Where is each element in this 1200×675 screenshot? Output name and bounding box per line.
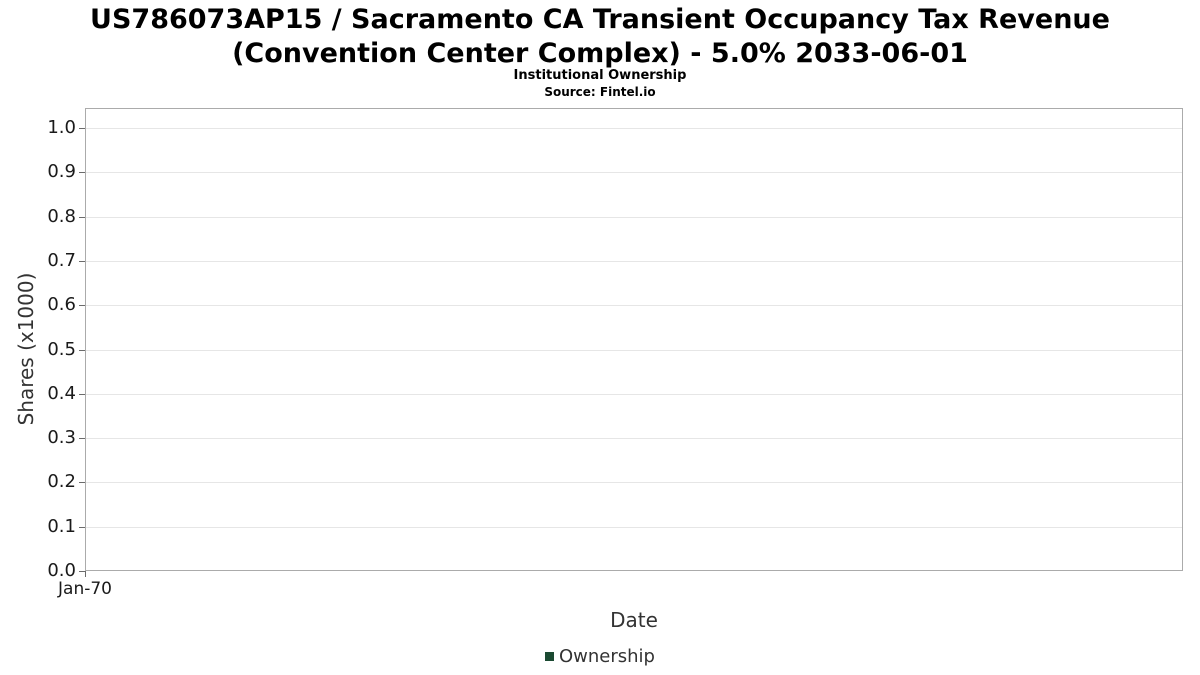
y-tick-label: 0.1 (47, 515, 76, 537)
y-tick-label: 0.3 (47, 427, 76, 449)
gridline (86, 526, 1182, 528)
y-tick-label: 0.0 (47, 560, 76, 581)
y-tick-label: 0.6 (47, 294, 76, 316)
legend-label: Ownership (559, 646, 655, 667)
y-tick-label: 0.5 (47, 338, 76, 360)
x-tick-mark (85, 571, 86, 577)
y-tick-mark (79, 526, 85, 528)
gridline (86, 172, 1182, 174)
y-tick-mark (79, 305, 85, 307)
legend-marker-icon (545, 652, 554, 661)
legend-item-ownership[interactable]: Ownership (545, 646, 655, 667)
gridline (86, 349, 1182, 351)
legend: Ownership (0, 646, 1200, 667)
x-tick-label: Jan-70 (58, 579, 112, 599)
chart-source: Source: Fintel.io (544, 85, 656, 99)
gridline (86, 128, 1182, 129)
gridline (86, 438, 1182, 440)
y-tick-mark (79, 216, 85, 218)
y-tick-label: 0.7 (47, 249, 76, 271)
gridline (86, 305, 1182, 307)
y-tick-mark (79, 349, 85, 351)
chart-subtitle: Institutional Ownership (513, 68, 687, 83)
x-axis-title: Date (610, 608, 658, 632)
gridline (86, 216, 1182, 218)
y-tick-mark (79, 438, 85, 440)
y-tick-mark (79, 260, 85, 262)
y-tick-mark (79, 482, 85, 484)
y-tick-label: 1.0 (47, 117, 76, 138)
plot-area[interactable] (85, 108, 1183, 571)
y-tick-mark (79, 172, 85, 174)
y-tick-label: 0.8 (47, 205, 76, 227)
gridline (86, 393, 1182, 395)
y-tick-mark (79, 571, 85, 572)
gridline (86, 482, 1182, 484)
y-tick-label: 0.2 (47, 471, 76, 493)
y-tick-mark (79, 128, 85, 129)
y-tick-label: 0.9 (47, 161, 76, 183)
chart-title: US786073AP15 / Sacramento CA Transient O… (90, 4, 1110, 69)
y-tick-label: 0.4 (47, 382, 76, 404)
gridline (86, 260, 1182, 262)
y-tick-mark (79, 393, 85, 395)
